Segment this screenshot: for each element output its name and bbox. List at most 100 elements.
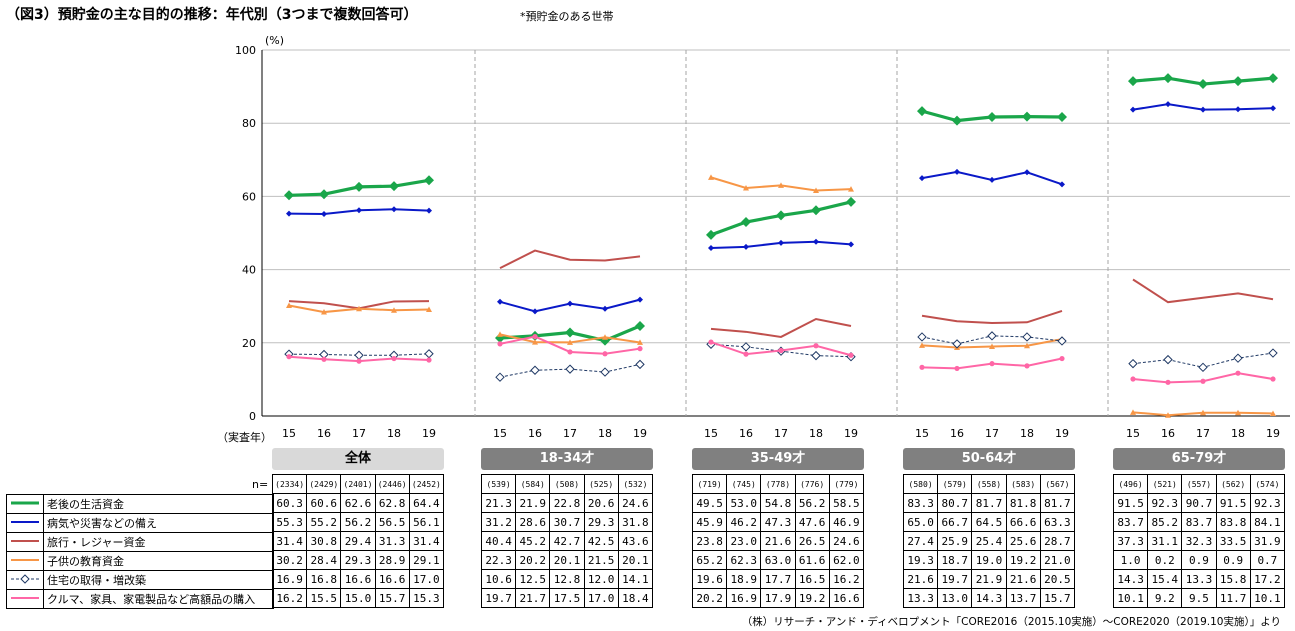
value-cell: 20.6 [583, 493, 619, 513]
y-tick-label: 100 [235, 44, 256, 57]
value-cell: 23.8 [691, 531, 728, 551]
x-tick-label: 18 [1231, 427, 1245, 440]
data-point [708, 245, 714, 252]
value-cell: 12.8 [549, 569, 585, 589]
sample-size-cell: (525) [583, 474, 619, 494]
sample-size-cell: (779) [828, 474, 865, 494]
y-tick-label: 20 [242, 337, 256, 350]
data-point [1235, 106, 1241, 113]
value-cell: 17.2 [1249, 569, 1286, 589]
data-point [1057, 336, 1067, 346]
data-point [600, 367, 610, 377]
data-point [286, 302, 292, 308]
x-tick-label: 16 [739, 427, 753, 440]
value-cell: 31.4 [271, 531, 308, 551]
table-row: 91.5 92.3 90.7 91.5 92.3 [1112, 493, 1286, 513]
data-point [354, 350, 364, 360]
value-cell: 23.0 [726, 531, 762, 551]
legend-row: 旅行・レジャー資金 [6, 532, 274, 552]
sample-size-cell: (579) [937, 474, 973, 494]
value-cell: 84.1 [1249, 512, 1286, 532]
value-cell: 9.5 [1181, 588, 1217, 608]
value-cell: 17.5 [549, 588, 585, 608]
value-cell: 21.6 [1005, 569, 1041, 589]
value-cell: 91.5 [1215, 493, 1251, 513]
value-cell: 17.7 [760, 569, 796, 589]
data-point [1268, 73, 1278, 84]
data-point [286, 354, 292, 360]
value-cell: 54.8 [760, 493, 796, 513]
data-point [497, 341, 503, 347]
value-cell: 29.3 [340, 550, 376, 570]
value-cell: 19.2 [1005, 550, 1041, 570]
table-row: 14.3 15.4 13.3 15.8 17.2 [1112, 569, 1286, 589]
sample-size-cell: (562) [1215, 474, 1251, 494]
value-cell: 49.5 [691, 493, 728, 513]
sample-size-cell: (558) [971, 474, 1007, 494]
data-point [532, 333, 538, 340]
value-cell: 65.0 [902, 512, 939, 532]
data-point [1163, 354, 1173, 365]
x-tick-label: 15 [493, 427, 507, 440]
value-cell: 62.3 [726, 550, 762, 570]
value-cell: 17.0 [408, 569, 445, 589]
value-cell: 21.5 [583, 550, 619, 570]
value-cell: 20.1 [617, 550, 654, 570]
value-cell: 14.3 [971, 588, 1007, 608]
data-point [284, 190, 294, 201]
value-cell: 56.2 [340, 512, 376, 532]
data-point [1233, 76, 1243, 87]
value-cell: 13.7 [1005, 588, 1041, 608]
value-cell: 91.5 [1112, 493, 1149, 513]
value-cell: 28.4 [306, 550, 342, 570]
x-tick-label: 15 [704, 427, 718, 440]
value-cell: 80.7 [937, 493, 973, 513]
value-cell: 62.0 [828, 550, 865, 570]
data-point [426, 306, 432, 312]
x-tick-label: 18 [1020, 427, 1034, 440]
data-point [356, 207, 362, 214]
value-cell: 29.4 [340, 531, 376, 551]
series-line [1132, 278, 1274, 304]
data-point [1235, 409, 1241, 416]
source-note: （株）リサーチ・アンド・ディベロプメント「CORE2016（2015.10実施）… [741, 616, 1281, 628]
value-cell: 25.4 [971, 531, 1007, 551]
table-row: 16.9 16.8 16.6 16.6 17.0 [271, 569, 445, 589]
value-cell: 43.6 [617, 531, 654, 551]
value-cell: 31.3 [374, 531, 410, 551]
value-cell: 28.9 [374, 550, 410, 570]
data-point [846, 196, 856, 207]
value-cell: 19.3 [902, 550, 939, 570]
legend-swatch [6, 532, 44, 552]
group-header: 65-79才 [1113, 448, 1285, 470]
group-data-table: (496) (521) (557) (562) (574) 91.5 92.3 90.7 91.… [1112, 474, 1286, 608]
x-tick-label: 17 [774, 427, 788, 440]
value-cell: 31.9 [1249, 531, 1286, 551]
value-cell: 64.5 [971, 512, 1007, 532]
sample-size-cell: (2452) [408, 474, 445, 494]
data-point [1165, 379, 1171, 385]
data-point [356, 358, 362, 364]
sample-size-cell: (574) [1249, 474, 1286, 494]
x-tick-label: 19 [1055, 427, 1069, 440]
value-cell: 1.0 [1112, 550, 1149, 570]
legend-row: 住宅の取得・増改築 [6, 570, 274, 590]
data-point [952, 339, 962, 349]
value-cell: 0.7 [1249, 550, 1286, 570]
legend-row: 子供の教育資金 [6, 551, 274, 571]
data-point [776, 210, 786, 221]
data-point [917, 106, 927, 117]
data-point [1270, 376, 1276, 382]
data-point [743, 351, 749, 357]
data-point [848, 186, 854, 192]
value-cell: 0.9 [1181, 550, 1217, 570]
value-cell: 60.3 [271, 493, 308, 513]
table-row: 13.3 13.0 14.3 13.7 15.7 [902, 588, 1076, 608]
value-cell: 40.4 [480, 531, 517, 551]
legend-label: 子供の教育資金 [43, 551, 274, 571]
x-tick-label: 18 [809, 427, 823, 440]
value-cell: 18.9 [726, 569, 762, 589]
value-cell: 66.6 [1005, 512, 1041, 532]
data-point [708, 174, 714, 180]
value-cell: 46.9 [828, 512, 865, 532]
